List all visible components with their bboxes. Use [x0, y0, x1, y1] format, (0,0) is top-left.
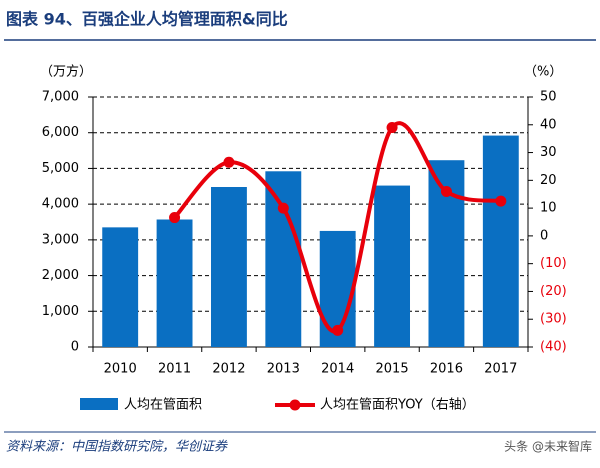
y-tick-label: 1,000: [42, 304, 79, 319]
bar: [265, 171, 302, 347]
y2-tick-label: (20): [540, 284, 567, 299]
bar: [374, 185, 411, 347]
bar: [482, 135, 519, 347]
point: [277, 202, 289, 214]
legend-label: 人均在管面积: [124, 398, 202, 413]
x-tick-label: 2013: [267, 362, 300, 377]
x-tick-label: 2010: [104, 362, 137, 377]
point: [169, 212, 181, 224]
x-tick-label: 2012: [212, 362, 245, 377]
y2-tick-label: 10: [540, 201, 557, 216]
y2-tick-label: (30): [540, 312, 567, 327]
y2-tick-label: (10): [540, 256, 567, 271]
y2-tick-label: (40): [540, 340, 567, 355]
chart-title: 图表 94、百强企业人均管理面积&同比: [6, 10, 288, 29]
point: [332, 324, 344, 336]
bar: [156, 219, 193, 347]
y-tick-label: 5,000: [42, 161, 79, 176]
x-tick-label: 2016: [430, 362, 463, 377]
source: 资料来源：中国指数研究院，华创证券: [6, 439, 228, 455]
point: [495, 195, 507, 207]
y2-tick-label: 0: [540, 228, 548, 243]
y-tick-label: 2,000: [42, 268, 79, 283]
bar: [102, 227, 139, 347]
point: [440, 185, 452, 197]
point: [223, 156, 235, 168]
y-tick-label: 4,000: [42, 197, 79, 212]
y2-axis-label: （%）: [524, 65, 562, 80]
watermark: 头条 @未来智库: [504, 439, 592, 454]
legend-label: 人均在管面积YOY（右轴）: [320, 398, 475, 413]
y2-tick-label: 40: [540, 117, 557, 132]
y2-tick-label: 20: [540, 173, 557, 188]
x-tick-label: 2011: [158, 362, 191, 377]
y2-tick-label: 50: [540, 90, 557, 105]
x-tick-label: 2015: [376, 362, 409, 377]
point: [386, 122, 398, 134]
y-tick-label: 7,000: [42, 90, 79, 105]
legend-swatch: [80, 398, 118, 410]
y-tick-label: 0: [71, 340, 79, 355]
y-tick-label: 6,000: [42, 125, 79, 140]
bar: [210, 187, 247, 347]
y-axis-label: （万方）: [40, 64, 92, 80]
y-tick-label: 3,000: [42, 232, 79, 247]
y2-tick-label: 30: [540, 145, 557, 160]
x-tick-label: 2017: [484, 362, 517, 377]
x-tick-label: 2014: [321, 362, 354, 377]
legend-swatch: [289, 399, 301, 411]
